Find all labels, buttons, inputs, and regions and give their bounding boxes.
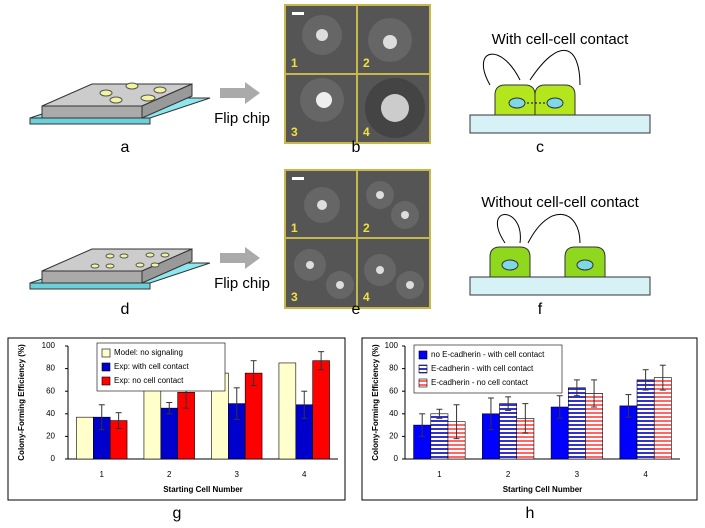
y-tick-label: 80 [389,364,398,373]
chip-diagram [29,82,211,125]
legend-swatch [418,364,428,374]
bar [567,387,586,460]
error-bar [453,404,460,440]
chip-diagram [29,248,211,290]
contact-title: Without cell-cell contact [481,194,639,211]
x-tick-label: 3 [235,470,240,479]
error-bar [318,351,325,371]
y-axis-title: Colony-Forming Efficiency (%) [371,344,380,461]
micrograph-number: 1 [291,221,298,235]
legend-box [413,344,563,394]
y-tick-label: 40 [46,409,55,418]
legend-label: E-cadherin - with cell contact [431,364,534,373]
error-bar [556,395,563,419]
y-tick-label: 60 [389,386,398,395]
y-tick-label: 0 [51,454,56,463]
error-bar [573,379,580,397]
bar [278,362,297,460]
x-tick-label: 3 [575,470,580,479]
contact-title: With cell-cell contact [492,31,630,48]
y-axis-title: Colony-Forming Efficiency (%) [17,344,26,461]
legend-label: Exp: with cell contact [114,362,189,371]
bar [636,379,655,460]
x-tick-label: 1 [100,470,105,479]
error-bar [642,369,649,391]
micrograph-number: 3 [291,125,298,139]
panel-label: f [538,301,543,318]
error-bar [419,413,426,437]
error-bar [659,364,666,391]
panel-label: d [121,301,130,318]
error-bar [487,397,494,431]
cell-diagram [469,213,651,296]
x-tick-label: 1 [437,470,442,479]
chart-frame [7,337,346,501]
error-bar [505,396,512,411]
micrograph-number: 4 [363,125,370,139]
legend-label: no E-cadherin - with cell contact [431,350,545,359]
micrograph-number: 4 [363,290,370,304]
panel-label: a [121,139,130,156]
micrograph-number: 2 [363,56,370,70]
panel-label: h [526,505,535,522]
bar [430,413,449,460]
micrograph-number: 2 [363,221,370,235]
legend-swatch [101,376,111,386]
panel-label: b [352,139,361,156]
micrograph-e [284,169,431,309]
legend-label: E-cadherin - no cell contact [431,378,529,387]
error-bar [115,412,122,429]
panel-label: c [536,139,544,156]
micrograph-number: 1 [291,56,298,70]
legend-swatch [101,348,111,358]
error-bar [98,404,105,431]
panel-label: e [352,301,361,318]
bar [312,360,330,460]
bar [499,403,518,460]
cell-diagram [469,49,651,134]
x-tick-label: 4 [643,470,648,479]
bar [160,407,178,460]
error-bar [436,408,443,419]
y-tick-label: 20 [389,432,398,441]
legend-label: Model: no signaling [114,348,183,357]
legend-box [96,342,226,392]
flip-chip-label: Flip chip [214,110,270,127]
y-tick-label: 40 [389,409,398,418]
arrow [220,82,260,104]
x-tick-label: 4 [302,470,307,479]
error-bar [522,403,529,434]
x-tick-label: 2 [506,470,511,479]
legend-swatch [418,350,428,360]
error-bar [250,360,257,387]
chart-frame [361,337,698,501]
panel-label: g [173,505,182,522]
y-tick-label: 100 [385,341,399,350]
x-tick-label: 2 [167,470,172,479]
flip-chip-label: Flip chip [214,275,270,292]
y-tick-label: 80 [46,364,55,373]
micrograph-b [284,4,431,144]
y-tick-label: 20 [46,432,55,441]
micrograph-number: 3 [291,290,298,304]
legend-swatch [418,378,428,388]
arrow [220,247,260,269]
error-bar [233,387,240,420]
x-axis-title: Starting Cell Number [163,485,243,494]
legend-swatch [101,362,111,372]
y-tick-label: 100 [42,341,56,350]
error-bar [166,402,173,415]
y-tick-label: 0 [394,454,399,463]
bar [143,389,162,460]
error-bar [591,379,598,408]
error-bar [301,390,308,419]
error-bar [625,394,632,418]
bar [76,416,94,460]
x-axis-title: Starting Cell Number [503,485,583,494]
y-tick-label: 60 [46,386,55,395]
legend-label: Exp: no cell contact [114,376,184,385]
